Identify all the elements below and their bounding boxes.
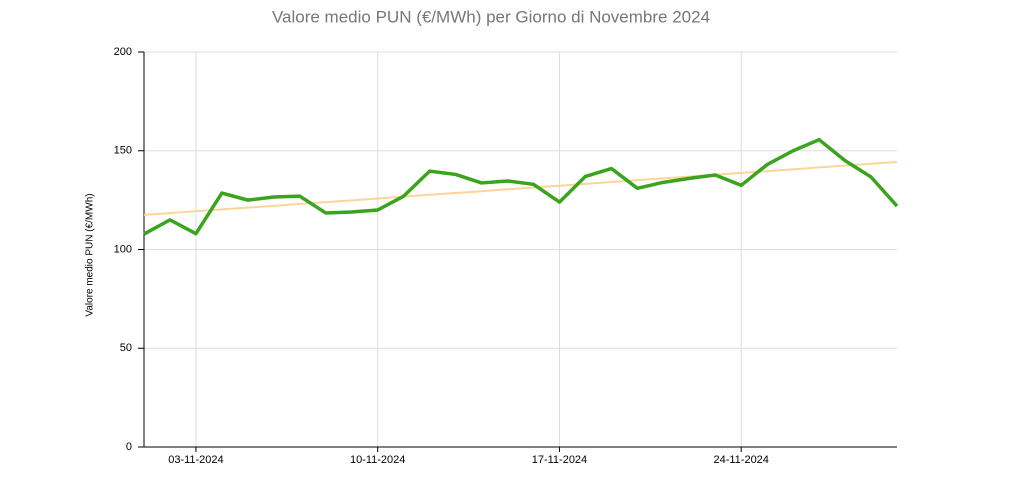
x-tick-label: 24-11-2024 <box>713 454 768 466</box>
x-tick-label: 03-11-2024 <box>168 454 223 466</box>
chart-title: Valore medio PUN (€/MWh) per Giorno di N… <box>272 7 710 26</box>
y-tick-label: 100 <box>114 243 132 255</box>
y-tick-label: 200 <box>114 46 132 58</box>
data-line <box>143 137 899 236</box>
y-axis-label: Valore medio PUN (€/MWh) <box>85 193 96 316</box>
trend-line <box>143 161 898 216</box>
y-tick-label: 0 <box>126 441 132 453</box>
y-tick-label: 50 <box>120 342 132 354</box>
x-tick-label: 17-11-2024 <box>532 454 587 466</box>
y-tick-label: 150 <box>114 145 132 157</box>
x-tick-label: 10-11-2024 <box>350 454 405 466</box>
